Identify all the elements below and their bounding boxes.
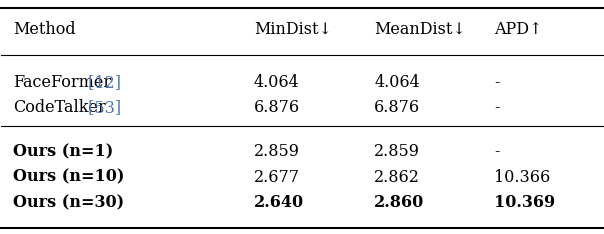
Text: Ours (n=30): Ours (n=30) <box>13 194 124 211</box>
Text: CodeTalker: CodeTalker <box>13 99 106 116</box>
Text: Method: Method <box>13 21 76 38</box>
Text: Ours (n=1): Ours (n=1) <box>13 143 114 160</box>
Text: 2.859: 2.859 <box>374 143 420 160</box>
Text: 2.860: 2.860 <box>374 194 425 211</box>
Text: Ours (n=10): Ours (n=10) <box>13 169 125 186</box>
Text: MinDist↓: MinDist↓ <box>254 21 332 38</box>
Text: 10.366: 10.366 <box>495 169 551 186</box>
Text: 6.876: 6.876 <box>374 99 420 116</box>
Text: MeanDist↓: MeanDist↓ <box>374 21 466 38</box>
Text: -: - <box>495 99 500 116</box>
Text: -: - <box>495 143 500 160</box>
Text: -: - <box>495 74 500 91</box>
Text: [12]: [12] <box>83 74 121 91</box>
Text: APD↑: APD↑ <box>495 21 543 38</box>
Text: 2.862: 2.862 <box>374 169 420 186</box>
Text: 2.640: 2.640 <box>254 194 304 211</box>
Text: 10.369: 10.369 <box>495 194 556 211</box>
Text: [53]: [53] <box>83 99 121 116</box>
Text: 4.064: 4.064 <box>374 74 420 91</box>
Text: FaceFormer: FaceFormer <box>13 74 112 91</box>
Text: 6.876: 6.876 <box>254 99 300 116</box>
Text: 2.859: 2.859 <box>254 143 300 160</box>
Text: 2.677: 2.677 <box>254 169 300 186</box>
Text: 4.064: 4.064 <box>254 74 300 91</box>
